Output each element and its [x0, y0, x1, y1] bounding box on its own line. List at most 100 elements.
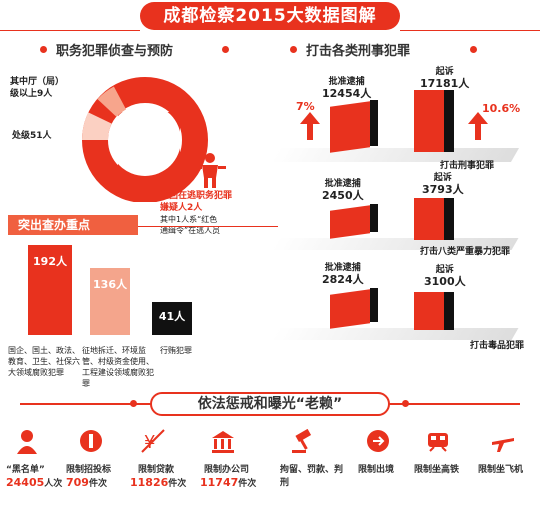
group-3-approve-bar-side	[370, 288, 378, 322]
chu-level-text: 处级51人	[12, 131, 52, 141]
ribbon-line	[138, 226, 278, 227]
gavel-item	[290, 428, 316, 458]
group-1-approve-bar-side	[370, 100, 378, 146]
office-unit: 件次	[238, 479, 257, 489]
group-2-approve-label: 批准逮捕	[324, 179, 361, 189]
gavel-icon	[292, 428, 312, 453]
group-2-approve-value: 2450人	[322, 189, 364, 202]
blacklist-label: “黑名单”	[6, 465, 45, 475]
train-item	[425, 428, 451, 458]
donut-value1: 330人	[131, 137, 163, 148]
bullet-dot	[130, 400, 137, 407]
blacklist-icon	[17, 430, 37, 454]
bidding-value: 709件次	[66, 476, 107, 489]
group-3-prosecute-bar-side	[444, 292, 454, 330]
group-2-approve-bar-side	[370, 204, 378, 232]
group-1-up-arrow-left	[300, 112, 320, 140]
group-3-name: 打击毒品犯罪	[470, 341, 525, 351]
loan-label: 限制贷款	[138, 465, 175, 475]
group-3-approve-value: 2824人	[322, 273, 364, 286]
bullet-dot	[222, 46, 229, 53]
donut-line3: 渎职侵权案	[127, 149, 167, 158]
group-1-prosecute-bar	[414, 90, 444, 152]
focus-title: 突出查办重点	[8, 215, 138, 235]
group-2-approve: 批准逮捕 2450人	[322, 178, 364, 202]
exit-item	[365, 428, 391, 458]
group-2-prosecute: 起诉 3793人	[422, 172, 464, 196]
donut-line1: 立案侦查贪	[127, 116, 167, 125]
group-1-prosecute-bar-side	[444, 90, 454, 152]
group-3-prosecute: 起诉 3100人	[424, 264, 466, 288]
focus-bar-3: 41人	[152, 302, 192, 335]
loan-icon: ¥	[141, 429, 165, 453]
office-number: 11747	[200, 476, 239, 489]
plane-icon	[492, 438, 514, 452]
group-1-up-arrow-right	[468, 112, 488, 140]
page-title: 成都检察2015大数据图解	[140, 2, 400, 30]
blacklist-item	[14, 428, 40, 458]
group-2-prosecute-bar	[414, 198, 444, 240]
group-3-prosecute-value: 3100人	[424, 275, 466, 288]
floor-shadow	[271, 328, 519, 340]
office-value: 11747件次	[200, 476, 256, 489]
group-1-name: 打击刑事犯罪	[440, 161, 495, 171]
donut-chart	[82, 77, 208, 202]
office-icon	[212, 431, 234, 453]
bidding-label: 限制招投标	[66, 465, 112, 475]
bidding-number: 709	[66, 476, 89, 489]
group-3-approve-label: 批准逮捕	[324, 263, 361, 273]
fugitive-line2: 嫌疑人2人	[160, 203, 203, 213]
group-3-approve-bar	[330, 289, 370, 329]
group-3-prosecute-bar	[414, 292, 444, 330]
left-section-title: 职务犯罪侦查与预防	[56, 44, 174, 59]
group-3-prosecute-label: 起诉	[435, 265, 454, 275]
fugitive-text: 追回在逃职务犯罪 嫌疑人2人 其中1人系“红色 通缉令”在逃人员	[160, 190, 270, 236]
donut-value2: 92人	[135, 159, 159, 170]
laolai-title: 依法惩戒和曝光“老赖”	[150, 392, 390, 416]
group-3-approve: 批准逮捕 2824人	[322, 262, 364, 286]
focus-bar-3-value: 41人	[158, 310, 186, 323]
group-2-approve-bar	[330, 205, 370, 239]
blacklist-value: 24405人次	[6, 476, 62, 489]
loan-value: 11826件次	[130, 476, 186, 489]
office-item	[210, 428, 236, 458]
donut-line2: 污贿赂案	[131, 127, 163, 136]
bullet-dot	[470, 46, 477, 53]
bidding-item	[78, 428, 104, 458]
group-2-name: 打击八类严重暴力犯罪	[420, 247, 511, 257]
group-1-approve-label: 批准逮捕	[328, 77, 365, 87]
loan-item: ¥	[140, 428, 166, 458]
donut-center-text: 立案侦查贪 污贿赂案 330人 渎职侵权案 92人	[112, 115, 182, 170]
focus-bar-2-value: 136人	[93, 278, 127, 291]
fugitive-line3: 其中1人系“红色	[160, 215, 218, 224]
gavel-label: 拘留、罚款、判刑	[280, 465, 344, 488]
focus-caption-1: 国企、国土、政法、教育、卫生、社保六大领域腐败犯罪	[8, 346, 80, 377]
group-1-approve-bar	[330, 101, 370, 153]
train-icon	[428, 433, 448, 452]
bullet-dot	[402, 400, 409, 407]
office-label: 限制办公司	[204, 465, 250, 475]
ting-level-text: 其中厅（局）级以上9人	[10, 77, 65, 99]
fugitive-line4: 通缉令”在逃人员	[160, 226, 221, 235]
train-label: 限制坐高铁	[414, 465, 460, 475]
fugitive-line1: 追回在逃职务犯罪	[160, 191, 233, 201]
bidding-unit: 件次	[88, 479, 107, 489]
group-1-approve-value: 12454人	[322, 87, 372, 100]
plane-item	[490, 428, 516, 458]
right-section-title: 打击各类刑事犯罪	[306, 44, 411, 59]
bidding-icon	[80, 430, 102, 452]
group-2-prosecute-bar-side	[444, 198, 454, 240]
group-1-left-pct: 7%	[296, 100, 315, 113]
group-1-prosecute-value: 17181人	[420, 77, 470, 90]
loan-number: 11826	[130, 476, 169, 489]
svg-text:¥: ¥	[144, 432, 155, 453]
focus-bar-1-value: 192人	[33, 255, 67, 268]
plane-label: 限制坐飞机	[478, 465, 524, 475]
focus-bar-1: 192人	[28, 245, 72, 335]
group-2-prosecute-value: 3793人	[422, 183, 464, 196]
focus-caption-2: 征地拆迁、环境监管、村级资金使用、工程建设领域腐败犯罪	[82, 346, 154, 388]
fugitive-icon	[194, 153, 226, 188]
focus-caption-3: 行贿犯罪	[160, 346, 192, 355]
bullet-dot	[40, 46, 47, 53]
group-1-prosecute-label: 起诉	[435, 67, 454, 77]
